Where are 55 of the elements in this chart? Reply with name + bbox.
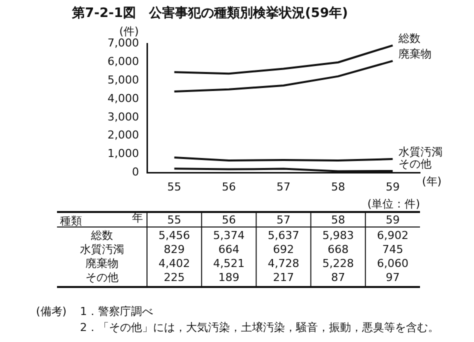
y-tick-label: 3,000 (108, 110, 139, 124)
category-label: 58 (331, 213, 346, 226)
data-label: 829 (164, 242, 185, 256)
text: 総数 (91, 228, 113, 242)
x-axis-title: (年) (422, 175, 442, 188)
y-tick-label: 1,000 (108, 147, 139, 160)
series-label: 総数 (398, 32, 421, 45)
data-label: 4,521 (213, 256, 245, 270)
y-tick-label: 7,000 (108, 36, 139, 50)
x-tick-label: 55 (167, 180, 182, 194)
category-label: 57 (276, 213, 290, 226)
text: 種類 (60, 214, 82, 228)
data-label: 5,983 (322, 228, 354, 242)
data-label: 745 (382, 242, 404, 256)
text: 1．警察庁調べ (80, 304, 153, 318)
text: (備考) (36, 304, 67, 318)
category-label: 59 (386, 213, 400, 226)
data-label: 5,637 (268, 228, 300, 242)
x-tick-label: 59 (386, 180, 400, 194)
data-label: 6,902 (376, 228, 408, 242)
series-label: 廃棄物 (398, 47, 432, 60)
category-label: 56 (222, 213, 236, 226)
data-label: 4,728 (268, 256, 300, 270)
text: 水質汚濁 (80, 242, 124, 256)
data-label: 217 (273, 270, 294, 284)
series-label: 水質汚濁 (398, 145, 443, 158)
category-label: 55 (167, 213, 182, 226)
text: (単位：件) (367, 197, 420, 210)
data-label: 5,456 (158, 228, 190, 242)
x-tick-label: 57 (276, 180, 290, 194)
x-tick-label: 56 (222, 180, 236, 194)
data-label: 668 (328, 242, 349, 256)
x-tick-label: 58 (331, 180, 346, 194)
text: 年 (132, 211, 143, 224)
data-label: 225 (164, 270, 185, 284)
data-label: 664 (218, 242, 240, 256)
data-label: 4,402 (158, 256, 190, 270)
data-label: 97 (386, 270, 400, 284)
y-tick-label: 2,000 (108, 128, 139, 142)
y-tick-label: 4,000 (108, 92, 139, 105)
y-tick-label: 5,000 (108, 73, 139, 86)
data-label: 692 (273, 242, 294, 256)
series-label: その他 (398, 157, 432, 170)
text: 廃棄物 (86, 256, 118, 270)
y-tick-label: 6,000 (108, 54, 139, 68)
data-label: 87 (331, 270, 346, 284)
data-label: 6,060 (376, 256, 408, 270)
text: その他 (86, 270, 118, 284)
data-label: 189 (218, 270, 240, 284)
data-label: 5,228 (322, 256, 354, 270)
data-label: 5,374 (213, 228, 245, 242)
y-axis-title: (件) (119, 24, 139, 38)
y-tick-label: 0 (132, 166, 139, 179)
chart-title: 第7-2-1図 公害事犯の種類別検挙状況(59年) (71, 5, 348, 22)
text: 2．「その他」には，大気汚染，土壌汚染，騒音，振動，悪臭等を含む。 (80, 320, 439, 334)
